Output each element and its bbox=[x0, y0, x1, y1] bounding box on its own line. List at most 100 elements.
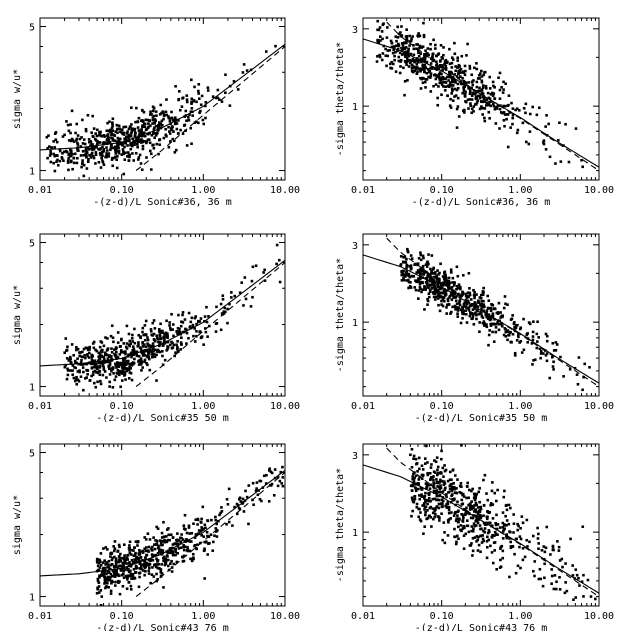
scatter-point bbox=[535, 332, 539, 336]
scatter-point bbox=[104, 546, 108, 549]
scatter-point bbox=[252, 503, 255, 507]
scatter-point bbox=[412, 454, 416, 458]
scatter-point bbox=[440, 83, 444, 87]
scatter-point bbox=[496, 312, 500, 315]
scatter-point bbox=[162, 339, 166, 343]
scatter-point bbox=[86, 160, 90, 164]
x-tick-label: 0.10 bbox=[110, 185, 134, 196]
scatter-point bbox=[455, 284, 459, 288]
scatter-point bbox=[419, 267, 423, 270]
scatter-point bbox=[504, 82, 507, 86]
scatter-point bbox=[443, 299, 446, 303]
scatter-point bbox=[436, 282, 439, 286]
scatter-point bbox=[203, 540, 206, 544]
scatter-point bbox=[402, 46, 406, 50]
scatter-point bbox=[571, 574, 575, 577]
scatter-point bbox=[116, 144, 120, 148]
scatter-point bbox=[481, 86, 485, 89]
x-tick-label: 0.01 bbox=[351, 401, 375, 412]
scatter-point bbox=[133, 143, 136, 147]
scatter-point bbox=[92, 148, 96, 151]
scatter-point bbox=[124, 367, 128, 370]
scatter-point bbox=[473, 536, 477, 539]
scatter-point bbox=[445, 281, 449, 285]
scatter-point bbox=[450, 298, 454, 301]
scatter-point bbox=[476, 513, 480, 516]
scatter-point bbox=[410, 514, 413, 518]
scatter-point bbox=[202, 535, 205, 538]
scatter-point bbox=[107, 140, 110, 144]
scatter-point bbox=[155, 572, 158, 576]
scatter-point bbox=[439, 486, 443, 490]
scatter-point bbox=[421, 468, 425, 471]
scatter-point bbox=[540, 548, 544, 552]
scatter-point bbox=[440, 299, 443, 303]
scatter-point bbox=[514, 537, 518, 541]
scatter-point bbox=[391, 62, 395, 66]
scatter-point bbox=[144, 538, 148, 541]
scatter-point bbox=[450, 511, 453, 514]
scatter-point bbox=[551, 365, 555, 368]
scatter-point bbox=[484, 84, 488, 88]
scatter-point bbox=[148, 566, 151, 570]
scatter-point bbox=[165, 540, 169, 544]
scatter-point bbox=[157, 121, 161, 124]
scatter-point bbox=[444, 279, 447, 283]
scatter-point bbox=[486, 535, 489, 539]
scatter-point bbox=[133, 341, 137, 345]
scatter-point bbox=[427, 53, 431, 57]
scatter-point bbox=[582, 573, 585, 577]
scatter-point bbox=[442, 53, 445, 57]
scatter-point bbox=[189, 320, 193, 324]
scatter-point bbox=[174, 550, 177, 554]
scatter-point bbox=[78, 137, 82, 141]
scatter-point bbox=[471, 536, 475, 540]
scatter-point bbox=[514, 108, 517, 112]
scatter-points bbox=[409, 444, 597, 601]
scatter-point bbox=[263, 268, 266, 272]
scatter-point bbox=[433, 509, 436, 513]
scatter-point bbox=[94, 162, 97, 165]
scatter-point bbox=[150, 355, 154, 359]
scatter-point bbox=[109, 355, 113, 359]
scatter-point bbox=[437, 515, 440, 519]
scatter-point bbox=[180, 343, 183, 346]
scatter-point bbox=[447, 79, 450, 82]
scatter-point bbox=[96, 380, 99, 384]
scatter-point bbox=[182, 524, 186, 527]
scatter-point bbox=[447, 511, 451, 515]
scatter-point bbox=[423, 498, 427, 502]
scatter-point bbox=[168, 538, 171, 542]
scatter-point bbox=[128, 551, 132, 555]
scatter-point bbox=[437, 490, 441, 494]
scatter-point bbox=[441, 466, 445, 470]
scatter-point bbox=[520, 515, 524, 518]
scatter-point bbox=[582, 375, 585, 379]
scatter-point bbox=[141, 549, 144, 553]
scatter-point bbox=[475, 317, 478, 321]
scatter-point bbox=[124, 558, 127, 562]
scatter-point bbox=[517, 335, 520, 339]
scatter-point bbox=[211, 95, 215, 98]
scatter-point bbox=[427, 493, 431, 497]
scatter-point bbox=[514, 324, 518, 327]
scatter-point bbox=[103, 353, 107, 357]
scatter-point bbox=[442, 277, 446, 281]
scatter-point bbox=[57, 163, 60, 167]
scatter-point bbox=[432, 272, 435, 275]
scatter-point bbox=[470, 107, 474, 111]
scatter-point bbox=[411, 483, 414, 487]
scatter-point bbox=[541, 584, 545, 588]
scatter-point bbox=[440, 64, 444, 67]
scatter-point bbox=[66, 123, 70, 127]
scatter-point bbox=[200, 526, 203, 529]
scatter-point bbox=[182, 544, 185, 547]
scatter-point bbox=[223, 310, 227, 314]
scatter-point bbox=[145, 361, 148, 365]
scatter-point bbox=[112, 545, 115, 548]
scatter-point bbox=[457, 115, 461, 118]
scatter-point bbox=[417, 60, 420, 64]
scatter-point bbox=[439, 44, 443, 47]
scatter-point bbox=[448, 484, 452, 488]
scatter-point bbox=[105, 348, 109, 352]
